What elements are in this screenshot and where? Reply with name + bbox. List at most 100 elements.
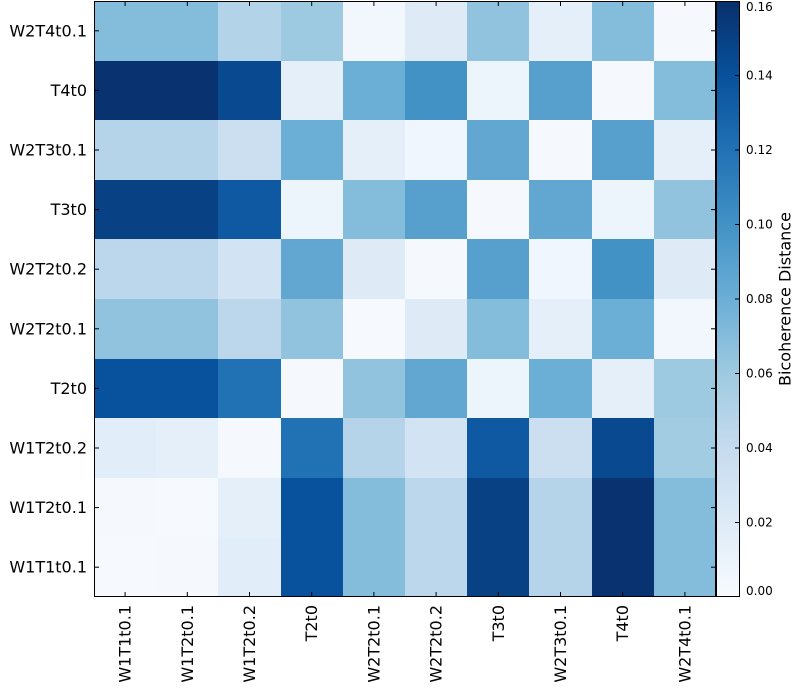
heatmap-cell xyxy=(94,61,156,120)
colorbar-tick-label: 0.10 xyxy=(746,218,773,232)
heatmap-cell xyxy=(343,478,405,537)
colorbar-tick-label: 0.06 xyxy=(746,367,773,381)
heatmap-cell xyxy=(654,1,716,61)
heatmap-cell xyxy=(94,180,156,239)
heatmap-cell xyxy=(218,299,281,359)
heatmap-cell xyxy=(592,239,654,299)
heatmap-cell xyxy=(94,418,156,478)
heatmap-cell xyxy=(467,537,529,597)
x-tick-label: T4t0 xyxy=(613,605,632,642)
heatmap-cell xyxy=(467,1,529,61)
heatmap-cell xyxy=(467,180,529,239)
heatmap-cell xyxy=(467,120,529,180)
heatmap-cell xyxy=(529,1,592,61)
heatmap-cell xyxy=(654,418,716,478)
heatmap-cell xyxy=(343,1,405,61)
y-tick-label: W2T2t0.1 xyxy=(9,319,87,338)
heatmap-cell xyxy=(281,120,343,180)
colorbar-tick-label: 0.08 xyxy=(746,292,773,306)
heatmap-cell xyxy=(654,120,716,180)
y-tick-label: W1T1t0.1 xyxy=(9,558,87,577)
heatmap-cell xyxy=(654,299,716,359)
y-tick-label: T3t0 xyxy=(50,200,87,219)
heatmap-cell xyxy=(529,537,592,597)
heatmap-cell xyxy=(529,299,592,359)
colorbar-label: Bicoherence Distance xyxy=(776,212,792,386)
heatmap-cell xyxy=(405,61,467,120)
heatmap-cell xyxy=(592,299,654,359)
heatmap-cell xyxy=(156,537,218,597)
heatmap-cell xyxy=(529,61,592,120)
heatmap-cell xyxy=(405,537,467,597)
heatmap-cell xyxy=(467,239,529,299)
heatmap-cells xyxy=(94,1,716,597)
y-tick-label: T2t0 xyxy=(50,379,87,398)
heatmap-cell xyxy=(529,478,592,537)
heatmap-cell xyxy=(654,61,716,120)
heatmap-cell xyxy=(343,537,405,597)
heatmap-cell xyxy=(529,180,592,239)
heatmap-cell xyxy=(343,359,405,418)
heatmap-cell xyxy=(218,418,281,478)
y-tick-label: W1T2t0.1 xyxy=(9,498,87,517)
heatmap-cell xyxy=(156,1,218,61)
y-tick-label: W2T3t0.1 xyxy=(9,141,87,160)
heatmap-cell xyxy=(156,478,218,537)
y-tick-label: W1T2t0.2 xyxy=(9,439,87,458)
x-tick-label: W2T2t0.2 xyxy=(427,605,446,683)
heatmap-cell xyxy=(281,239,343,299)
x-tick-label: T2t0 xyxy=(302,605,321,642)
heatmap-cell xyxy=(94,1,156,61)
heatmap-cell xyxy=(405,120,467,180)
heatmap-cell xyxy=(281,478,343,537)
heatmap-cell xyxy=(343,239,405,299)
heatmap-cell xyxy=(218,537,281,597)
heatmap-cell xyxy=(343,120,405,180)
heatmap-cell xyxy=(405,359,467,418)
heatmap-cell xyxy=(467,418,529,478)
heatmap-cell xyxy=(592,61,654,120)
heatmap-cell xyxy=(94,120,156,180)
x-tick-label: W2T2t0.1 xyxy=(364,605,383,683)
heatmap-cell xyxy=(281,1,343,61)
heatmap-cell xyxy=(281,299,343,359)
heatmap-cell xyxy=(467,299,529,359)
heatmap-cell xyxy=(343,418,405,478)
heatmap-cell xyxy=(592,1,654,61)
heatmap-cell xyxy=(529,239,592,299)
heatmap-cell xyxy=(94,299,156,359)
heatmap-cell xyxy=(467,359,529,418)
heatmap-cell xyxy=(654,359,716,418)
heatmap-cell xyxy=(405,180,467,239)
heatmap-cell xyxy=(529,418,592,478)
heatmap-cell xyxy=(218,61,281,120)
heatmap-cell xyxy=(592,478,654,537)
x-tick-label: W1T2t0.1 xyxy=(178,605,197,683)
heatmap-cell xyxy=(281,359,343,418)
colorbar-tick-label: 0.00 xyxy=(746,584,773,598)
y-tick-label: W2T2t0.2 xyxy=(9,260,87,279)
heatmap-cell xyxy=(592,537,654,597)
heatmap-cell xyxy=(156,359,218,418)
heatmap-cell xyxy=(156,61,218,120)
heatmap-cell xyxy=(654,180,716,239)
heatmap-cell xyxy=(654,478,716,537)
heatmap-cell xyxy=(592,180,654,239)
heatmap-cell xyxy=(405,299,467,359)
colorbar-tick-label: 0.16 xyxy=(746,0,773,14)
heatmap-cell xyxy=(156,239,218,299)
heatmap-cell xyxy=(218,359,281,418)
y-tick-label: W2T4t0.1 xyxy=(9,21,87,40)
colorbar-tick-label: 0.04 xyxy=(746,441,773,455)
heatmap-cell xyxy=(467,61,529,120)
heatmap-cell xyxy=(281,537,343,597)
heatmap-cell xyxy=(218,239,281,299)
heatmap-cell xyxy=(218,1,281,61)
heatmap-cell xyxy=(94,359,156,418)
heatmap-cell xyxy=(218,478,281,537)
x-tick-label: W1T2t0.2 xyxy=(240,605,259,683)
heatmap-cell xyxy=(218,180,281,239)
x-tick-label: W1T1t0.1 xyxy=(116,605,135,683)
